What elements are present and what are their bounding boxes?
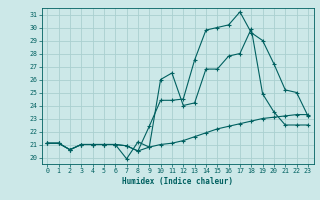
X-axis label: Humidex (Indice chaleur): Humidex (Indice chaleur) — [122, 177, 233, 186]
